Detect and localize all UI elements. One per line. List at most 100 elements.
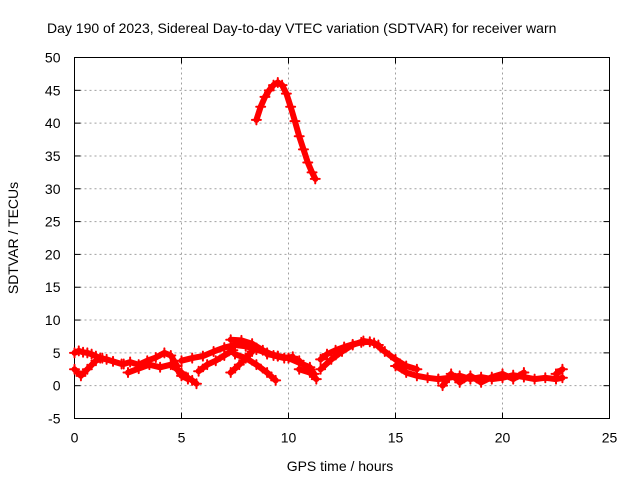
series-6 [171,363,194,385]
data-series [69,76,568,392]
data-point-15-6 [355,336,367,348]
data-point-16-1 [390,360,401,372]
data-point-2-1 [69,347,80,359]
data-point-10-5 [270,374,282,386]
series-13 [293,363,322,385]
data-point-1-7 [276,79,288,91]
data-point-4-1 [118,358,130,370]
series-18 [437,367,530,392]
data-point-5-2 [133,363,145,375]
data-point-15-1 [315,353,327,365]
data-point-3-2 [75,370,87,382]
data-point-18-8 [507,373,519,385]
x-tick-label-1: 5 [178,430,186,446]
data-point-18-4 [464,370,476,382]
chart-title: Day 190 of 2023, Sidereal Day-to-day VTE… [47,20,556,36]
data-point-10-3 [250,359,262,371]
data-point-5-4 [154,361,166,373]
series-19 [550,363,568,380]
data-point-18-9 [518,367,530,379]
grid [74,57,610,419]
data-point-3-4 [90,355,102,367]
data-point-12-1 [261,348,273,360]
data-point-6-3 [182,373,194,385]
data-point-17-13 [556,372,568,384]
data-point-2-4 [81,347,93,359]
data-point-18-5 [475,376,487,388]
series-3 [69,352,108,382]
x-tick-label-0: 0 [71,430,79,446]
data-point-18-6 [486,371,498,383]
data-point-15-4 [338,341,350,353]
data-point-10-4 [261,367,273,379]
data-point-1-9 [285,101,297,113]
y-tick-label-3: 10 [45,312,61,328]
data-point-11-4 [246,346,258,358]
data-point-1-12 [297,143,309,155]
data-point-15-3 [330,344,342,356]
data-point-19-2 [556,363,568,375]
data-point-15-7 [364,336,376,348]
data-point-15-5 [347,338,359,350]
data-point-5-9 [190,378,202,390]
data-point-11-1 [225,367,237,379]
y-tick-label-5: 20 [45,246,61,262]
data-point-7-4 [208,346,220,358]
x-tick-label-4: 20 [495,430,511,446]
data-point-1-8 [280,88,292,100]
data-point-4-6 [158,347,170,359]
data-point-1-1 [250,114,262,126]
y-axis-label: SDTVAR / TECUs [5,182,21,294]
data-point-18-1 [437,380,449,392]
y-tick-label-0: -5 [48,411,61,427]
y-tick-label-9: 40 [45,115,61,131]
data-point-4-2 [124,356,136,368]
data-point-15-2 [321,348,333,360]
data-point-11-3 [240,352,252,364]
data-point-5-3 [143,359,155,371]
series-1 [250,76,321,185]
data-point-9-1 [225,334,237,346]
data-point-8-2 [201,359,213,371]
data-point-14-1 [315,363,327,375]
data-point-9-2 [235,334,247,346]
y-tick-label-2: 5 [53,345,61,361]
y-tick-label-7: 30 [45,181,61,197]
data-point-3-5 [96,352,108,364]
data-point-11-2 [233,359,245,371]
data-point-17-10 [529,373,541,385]
data-point-12-2 [272,350,284,362]
data-point-15-8 [372,339,384,351]
data-point-3-1 [69,363,80,375]
data-point-2-5 [86,348,98,360]
y-tick-label-10: 45 [45,82,61,98]
y-tick-label-6: 25 [45,214,61,230]
series-11 [225,346,258,379]
data-point-18-7 [497,368,508,380]
data-point-19-1 [550,368,562,380]
series-line-11 [227,348,256,376]
x-tick-label-3: 15 [388,430,404,446]
data-point-10-1 [229,348,241,360]
data-point-1-11 [293,130,305,142]
data-point-17-1 [432,373,444,385]
data-point-16-2 [400,367,412,379]
data-point-16-3 [411,370,423,382]
data-point-1-15 [309,173,321,185]
data-point-7-2 [186,352,198,364]
x-tick-label-5: 25 [602,430,618,446]
data-point-12-3 [283,352,294,364]
y-tick-label-11: 50 [45,50,61,66]
data-point-6-2 [176,370,187,382]
data-point-5-5 [165,359,177,371]
data-point-18-3 [454,376,466,388]
data-point-7-3 [197,350,209,362]
series-15 [315,336,384,365]
data-point-5-1 [122,367,134,379]
data-point-18-2 [445,368,457,380]
data-point-7-1 [176,355,187,367]
data-point-8-4 [218,349,230,361]
x-axis-label: GPS time / hours [287,458,394,474]
data-point-4-7 [165,349,177,361]
